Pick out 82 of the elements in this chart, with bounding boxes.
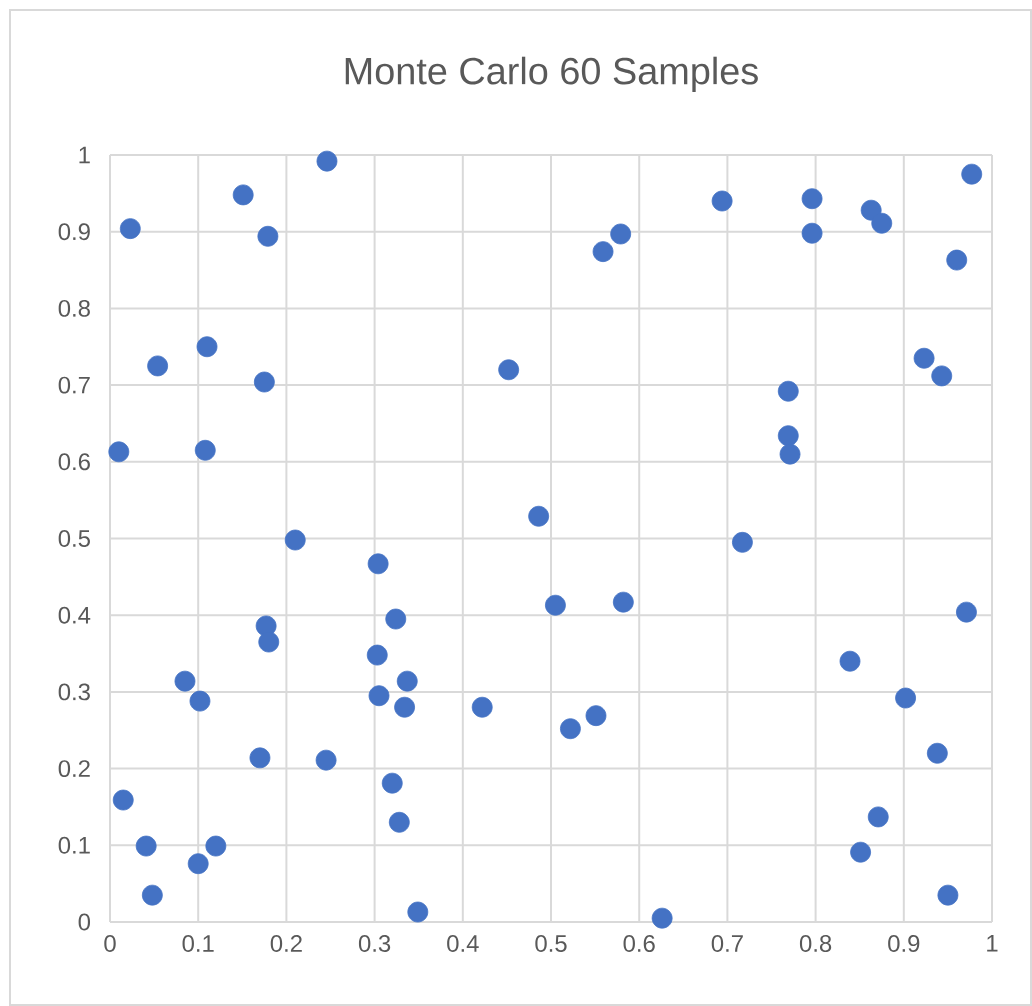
point	[381, 772, 403, 794]
y-tick-label: 0.5	[58, 530, 90, 547]
y-tick-label: 0.9	[58, 223, 90, 241]
y-tick-label: 0	[78, 913, 91, 931]
point	[407, 901, 429, 923]
point	[258, 631, 280, 653]
point	[946, 249, 968, 271]
point	[108, 441, 130, 463]
point	[316, 150, 338, 172]
point	[141, 884, 163, 906]
point	[612, 591, 634, 613]
x-tick-label: 0.2	[270, 935, 302, 952]
point	[284, 529, 306, 551]
point	[112, 789, 134, 811]
point	[249, 747, 271, 769]
point	[471, 696, 493, 718]
point	[119, 218, 141, 240]
y-tick-label: 0.8	[58, 299, 90, 317]
point	[135, 835, 157, 857]
y-tick-label: 0.6	[58, 453, 90, 471]
point	[860, 199, 882, 221]
x-tick-label: 0.8	[799, 935, 832, 952]
y-tick-label: 1	[79, 146, 90, 164]
point	[585, 705, 607, 727]
x-tick-label: 0.9	[888, 935, 920, 952]
point	[315, 749, 337, 771]
point	[926, 742, 948, 764]
point	[257, 225, 279, 247]
point	[394, 696, 415, 718]
point	[651, 907, 673, 929]
point	[385, 608, 407, 630]
point	[850, 841, 871, 863]
point	[187, 853, 209, 875]
x-tick-label: 1	[987, 935, 998, 952]
point	[189, 690, 211, 712]
point	[732, 531, 753, 553]
point	[528, 505, 550, 527]
point	[913, 347, 935, 369]
x-tick-label: 0.4	[447, 935, 479, 952]
x-tick-label: 0.6	[623, 935, 655, 952]
point	[956, 601, 977, 623]
point	[498, 359, 520, 381]
point	[174, 670, 196, 692]
point	[961, 163, 983, 185]
point	[396, 670, 418, 692]
x-tick-label: 0.7	[711, 935, 743, 952]
point	[205, 835, 227, 857]
point	[839, 650, 861, 672]
point	[232, 184, 254, 206]
y-tick-label: 0.3	[58, 683, 90, 701]
x-tick-label: 0.3	[358, 935, 391, 952]
point	[801, 188, 823, 210]
point	[545, 594, 566, 616]
point	[368, 685, 390, 707]
point	[366, 644, 388, 666]
point	[147, 355, 169, 377]
point	[931, 365, 953, 387]
point	[253, 371, 275, 393]
point	[867, 806, 889, 828]
y-tick-label: 0.7	[58, 376, 90, 394]
chart-title: Monte Carlo 60 Samples	[345, 56, 758, 92]
point	[871, 212, 893, 234]
point	[777, 380, 799, 402]
x-tick-label: 0.1	[182, 935, 214, 952]
point	[895, 687, 916, 709]
y-tick-label: 0.1	[58, 836, 90, 854]
point	[592, 241, 614, 263]
point	[777, 425, 799, 447]
point	[196, 336, 218, 358]
x-tick-label: 0	[104, 935, 116, 952]
y-tick-label: 0.4	[58, 606, 91, 624]
point	[560, 718, 581, 740]
point	[937, 884, 959, 906]
y-tick-label: 0.2	[58, 760, 90, 778]
x-tick-label: 0.5	[535, 935, 567, 952]
point	[388, 811, 410, 833]
point	[367, 553, 389, 575]
point	[610, 223, 632, 245]
point	[801, 222, 823, 244]
point	[779, 443, 801, 465]
point	[711, 190, 733, 212]
point	[194, 439, 216, 461]
